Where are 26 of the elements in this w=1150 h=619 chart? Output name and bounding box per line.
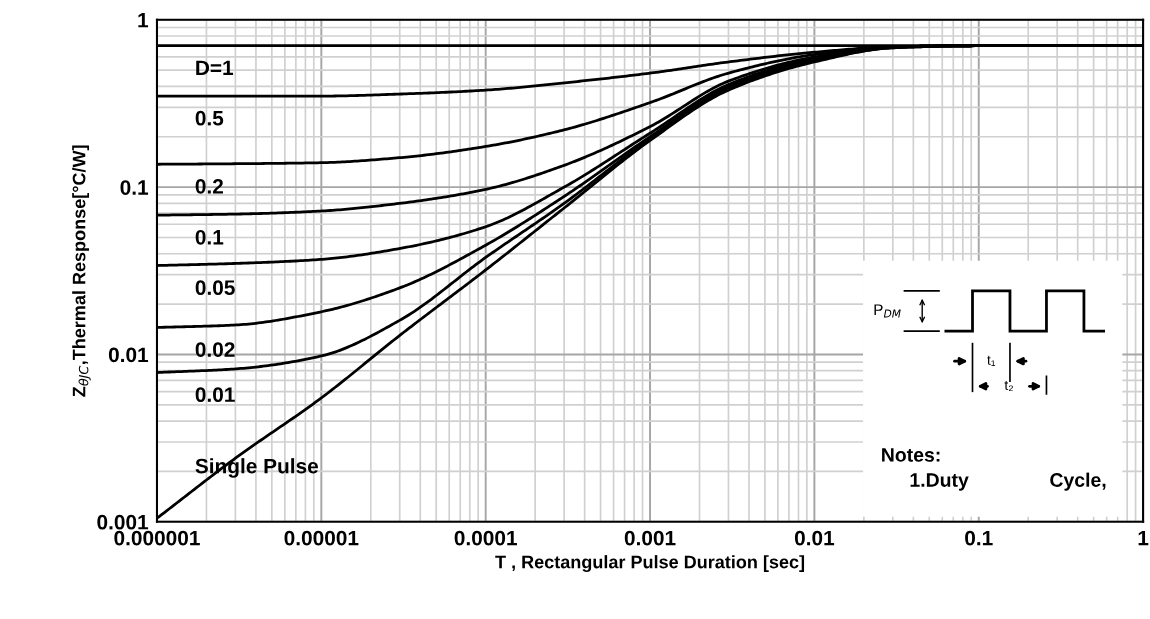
y-axis-title: Z$_{θJC}$,Thermal Response[°C/W]: [72, 145, 91, 397]
series-label: 0.01: [195, 387, 235, 402]
series-label: D=1: [196, 60, 234, 75]
y-tick-label: 0.1: [120, 180, 149, 195]
x-axis-title: T , Rectangular Pulse Duration [sec]: [495, 555, 805, 573]
annotation: t₂: [1004, 380, 1013, 392]
annotation: t₁: [987, 355, 996, 366]
annotation: P$_{DM}$: [874, 304, 901, 318]
x-tick-label: 0.0001: [454, 530, 517, 546]
x-tick-label: 0.01: [794, 530, 835, 546]
series-label: 0.1: [195, 229, 224, 245]
series-label: 0.2: [195, 178, 223, 194]
series-label: 0.02: [195, 342, 235, 357]
x-tick-label: 1: [1138, 530, 1149, 546]
y-tick-label: 0.001: [97, 514, 149, 530]
series-label: 0.5: [195, 110, 224, 126]
annotation: Cycle,: [1050, 472, 1106, 491]
x-tick-label: 0.00001: [284, 530, 359, 546]
annotation: Notes:: [882, 448, 940, 462]
y-tick-label: 1: [138, 13, 149, 28]
series-label: 0.05: [195, 280, 235, 296]
y-tick-label: 0.01: [108, 347, 149, 363]
x-tick-label: 0.000001: [114, 530, 200, 546]
x-tick-label: 0.1: [965, 530, 993, 546]
x-tick-label: 0.001: [624, 530, 676, 546]
annotation: 1.Duty: [910, 473, 969, 491]
